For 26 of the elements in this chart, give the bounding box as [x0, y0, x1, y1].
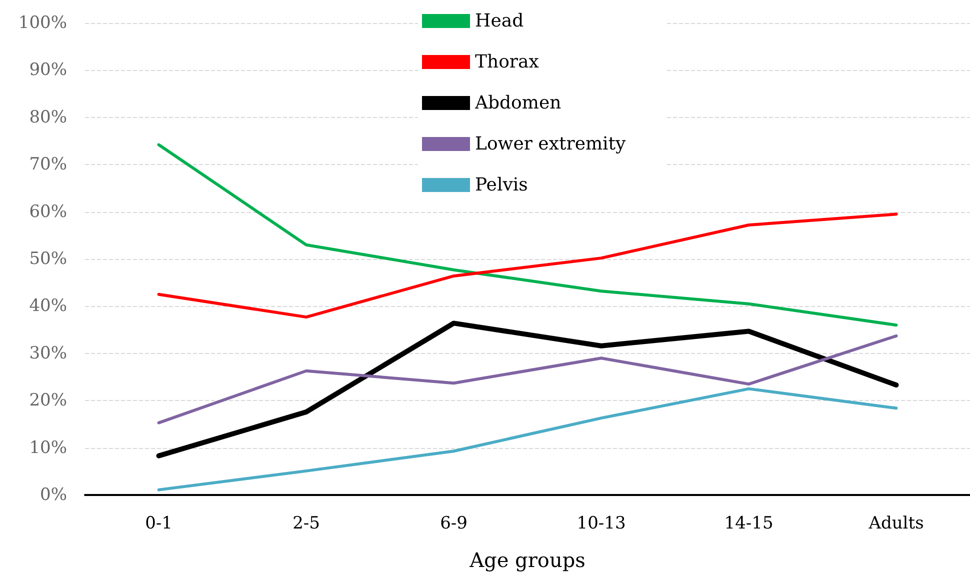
legend-label: Lower extremity — [475, 134, 627, 154]
line-series — [157, 212, 898, 319]
x-tick-label: Adults — [868, 514, 924, 534]
legend-label: Pelvis — [475, 174, 528, 196]
y-tick-label: 60% — [29, 202, 67, 222]
line-series — [157, 387, 898, 492]
x-tick-label: 14-15 — [724, 514, 774, 534]
legend-label: Abdomen — [474, 92, 562, 114]
y-tick-label: 10% — [29, 438, 67, 458]
y-tick-label: 20% — [29, 390, 67, 411]
y-tick-label: 0% — [40, 485, 67, 505]
y-tick-label: 40% — [29, 296, 67, 316]
x-tick-label: 2-5 — [292, 514, 320, 534]
y-tick-label: 90% — [29, 60, 67, 80]
y-tick-label: 80% — [29, 107, 67, 128]
y-tick-label: 50% — [29, 249, 67, 269]
y-tick-label: 70% — [29, 154, 67, 175]
x-tick-label: 0-1 — [145, 514, 172, 534]
y-tick-label: 100% — [18, 13, 67, 33]
x-tick-label: 6-9 — [440, 514, 468, 534]
legend-label: Thorax — [475, 52, 539, 72]
legend-label: Head — [475, 10, 524, 32]
y-tick-label: 30% — [29, 343, 67, 364]
x-axis-title: Age groups — [468, 548, 586, 572]
line-series — [157, 334, 898, 424]
x-tick-label: 10-13 — [576, 514, 626, 534]
